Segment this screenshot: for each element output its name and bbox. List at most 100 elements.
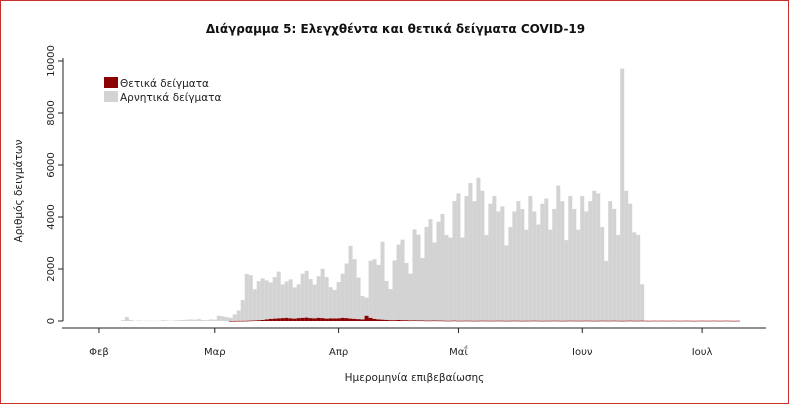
- bar-positive: [392, 320, 397, 321]
- bar-negative: [464, 195, 469, 321]
- bar-positive: [424, 320, 429, 322]
- bar-negative: [376, 264, 381, 320]
- bar-positive: [328, 318, 333, 321]
- bar-positive: [304, 317, 309, 321]
- bar-negative: [196, 319, 201, 321]
- bar-positive: [228, 320, 233, 322]
- bar-negative: [404, 263, 409, 321]
- bar-negative: [632, 232, 637, 321]
- x-tick-label: Ιουλ: [692, 347, 713, 358]
- bar-negative: [184, 319, 189, 321]
- bar-negative: [224, 317, 229, 321]
- y-tick-label: 2000: [46, 256, 57, 281]
- bar-negative: [472, 201, 477, 321]
- bar-positive: [520, 320, 525, 322]
- bar-negative: [488, 203, 493, 321]
- bar-positive: [260, 319, 265, 321]
- bar-negative: [380, 241, 385, 320]
- bar-positive: [680, 320, 685, 322]
- bar-positive: [564, 320, 569, 322]
- y-axis-label: Αριθμός δειγμάτων: [13, 139, 25, 242]
- bar-positive: [720, 320, 725, 322]
- bar-negative: [540, 203, 545, 321]
- bar-negative: [484, 234, 489, 321]
- bar-negative: [120, 320, 125, 321]
- bar-positive: [648, 320, 653, 322]
- bar-negative: [512, 211, 517, 321]
- bar-negative: [412, 229, 417, 321]
- bar-positive: [716, 320, 721, 322]
- bar-negative: [312, 284, 317, 319]
- bar-positive: [336, 318, 341, 321]
- bar-positive: [584, 320, 589, 322]
- bar-positive: [532, 320, 537, 322]
- bar-negative: [288, 279, 293, 319]
- bar-positive: [552, 320, 557, 322]
- bar-positive: [640, 320, 645, 322]
- bar-positive: [452, 320, 457, 322]
- bar-positive: [620, 320, 625, 322]
- bar-negative: [428, 219, 433, 321]
- bar-positive: [232, 320, 237, 322]
- bar-negative: [496, 211, 501, 321]
- bar-positive: [696, 320, 701, 322]
- bar-negative: [188, 319, 193, 321]
- bar-positive: [320, 318, 325, 321]
- bar-negative: [364, 297, 369, 316]
- bar-positive: [440, 320, 445, 322]
- bar-positive: [604, 320, 609, 322]
- bar-negative: [316, 276, 321, 318]
- bar-positive: [528, 320, 533, 322]
- bar-negative: [628, 203, 633, 321]
- legend-swatch-positive: [104, 77, 118, 88]
- bar-negative: [212, 319, 217, 321]
- bar-positive: [340, 317, 345, 321]
- bar-negative: [624, 190, 629, 321]
- bar-positive: [252, 320, 257, 322]
- bar-positive: [636, 320, 641, 322]
- bar-negative: [608, 201, 613, 321]
- x-tick-label: Φεβ: [89, 347, 109, 358]
- bar-negative: [308, 279, 313, 319]
- bar-negative: [584, 211, 589, 321]
- bar-negative: [180, 319, 185, 321]
- bar-negative: [336, 282, 341, 319]
- bar-negative: [332, 289, 337, 319]
- bar-positive: [524, 320, 529, 322]
- bar-positive: [368, 317, 373, 321]
- y-tick-label: 6000: [46, 152, 57, 177]
- bar-negative: [264, 280, 269, 320]
- x-tick-label: Ιουν: [572, 347, 593, 358]
- bar-positive: [660, 320, 665, 322]
- bar-positive: [536, 320, 541, 322]
- bar-positive: [272, 318, 277, 321]
- bar-positive: [624, 320, 629, 322]
- bar-negative: [296, 284, 301, 319]
- bar-positive: [292, 318, 297, 321]
- bar-positive: [324, 318, 329, 321]
- bar-negative: [564, 240, 569, 321]
- bar-positive: [300, 317, 305, 321]
- bar-negative: [160, 320, 165, 321]
- bar-positive: [404, 320, 409, 321]
- bar-negative: [480, 190, 485, 321]
- bar-negative: [268, 282, 273, 319]
- bar-positive: [276, 318, 281, 321]
- x-axis-label: Ημερομηνία επιβεβαίωσης: [345, 372, 485, 384]
- bar-positive: [288, 318, 293, 321]
- bar-negative: [344, 263, 349, 319]
- bar-positive: [596, 320, 601, 322]
- bar-positive: [484, 320, 489, 322]
- bar-positive: [672, 320, 677, 322]
- bar-positive: [248, 320, 253, 322]
- bar-positive: [256, 320, 261, 321]
- bar-positive: [692, 320, 697, 322]
- bar-negative: [604, 260, 609, 321]
- bar-positive: [644, 320, 649, 322]
- bar-positive: [236, 320, 241, 322]
- axes-group: 0 2000 4000 6000 8000 10000 Φεβ Μαρ Απρ Μαΐ Ιουν Ιο…: [46, 45, 766, 358]
- y-tick-label: 10000: [46, 45, 57, 77]
- bar-negative: [256, 281, 261, 321]
- bar-negative: [420, 258, 425, 321]
